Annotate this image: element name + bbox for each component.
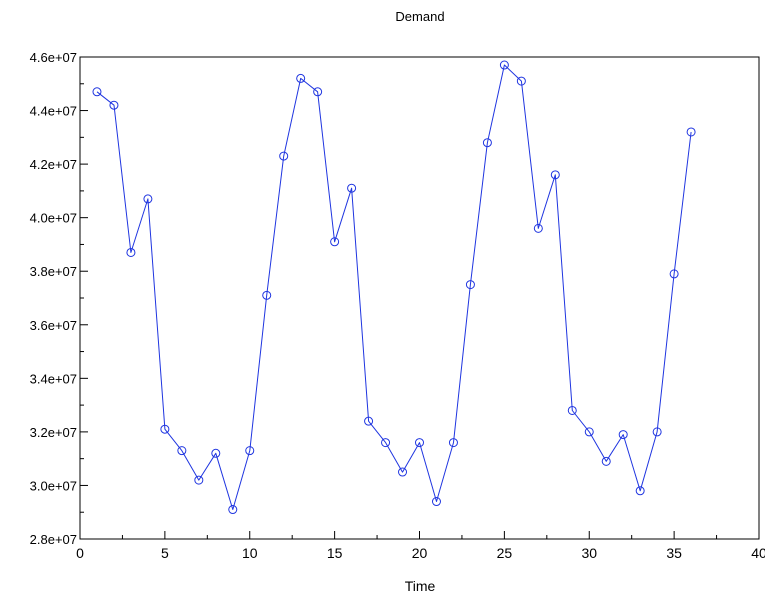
x-tick-label: 0 xyxy=(76,545,84,561)
y-tick-label: 2.8e+07 xyxy=(30,532,77,547)
x-tick-label: 30 xyxy=(581,545,597,561)
x-tick-label: 15 xyxy=(327,545,343,561)
ticks: 0 5 10 15 20 25 30 35 40 2.8e+07 3.0e+07 3.2e+07 3.4… xyxy=(30,50,765,561)
plot-frame xyxy=(79,56,760,540)
y-tick-label: 3.2e+07 xyxy=(30,425,77,440)
data-point xyxy=(482,138,492,148)
data-point xyxy=(160,424,170,434)
data-point xyxy=(516,76,526,86)
data-point xyxy=(448,438,458,448)
series-line xyxy=(96,64,692,510)
data-point xyxy=(635,486,645,496)
data-point xyxy=(499,60,509,70)
data-point xyxy=(262,290,272,300)
data-point xyxy=(245,446,255,456)
data-point xyxy=(177,446,187,456)
data-point xyxy=(431,497,441,507)
axes xyxy=(79,56,760,540)
x-tick-label: 35 xyxy=(666,545,682,561)
data-point xyxy=(228,505,238,515)
data-point xyxy=(465,280,475,290)
data-point xyxy=(550,170,560,180)
data-point xyxy=(126,247,136,257)
data-point xyxy=(313,87,323,97)
data-point xyxy=(364,416,374,426)
y-tick-label: 3.8e+07 xyxy=(30,264,77,279)
x-tick-label: 5 xyxy=(161,545,169,561)
data-point xyxy=(330,237,340,247)
y-tick-label: 3.4e+07 xyxy=(30,371,77,386)
data-point xyxy=(584,427,594,437)
data-point xyxy=(567,405,577,415)
data-point xyxy=(618,430,628,440)
x-tick-label: 40 xyxy=(751,545,765,561)
y-tick-label: 4.0e+07 xyxy=(30,211,77,226)
y-tick-label: 4.2e+07 xyxy=(30,157,77,172)
data-point xyxy=(533,223,543,233)
x-tick-label: 25 xyxy=(497,545,513,561)
data-point xyxy=(279,151,289,161)
data-point xyxy=(211,448,221,458)
data-point xyxy=(652,427,662,437)
data-point xyxy=(296,73,306,83)
data-point xyxy=(347,183,357,193)
data-point xyxy=(381,438,391,448)
chart-title: Demand xyxy=(395,9,444,24)
data-point xyxy=(669,269,679,279)
data-point xyxy=(143,194,153,204)
series-demand xyxy=(92,60,696,515)
data-point xyxy=(601,456,611,466)
data-point xyxy=(398,467,408,477)
x-axis-label: Time xyxy=(405,578,436,594)
y-tick-label: 3.6e+07 xyxy=(30,318,77,333)
data-point xyxy=(686,127,696,137)
data-point xyxy=(415,438,424,448)
data-point xyxy=(109,100,119,110)
x-tick-label: 20 xyxy=(412,545,428,561)
x-tick-label: 10 xyxy=(242,545,258,561)
data-point xyxy=(194,475,204,485)
y-tick-label: 3.0e+07 xyxy=(30,478,77,493)
y-tick-label: 4.4e+07 xyxy=(30,104,77,119)
y-tick-label: 4.6e+07 xyxy=(30,50,77,65)
data-point xyxy=(92,87,102,97)
